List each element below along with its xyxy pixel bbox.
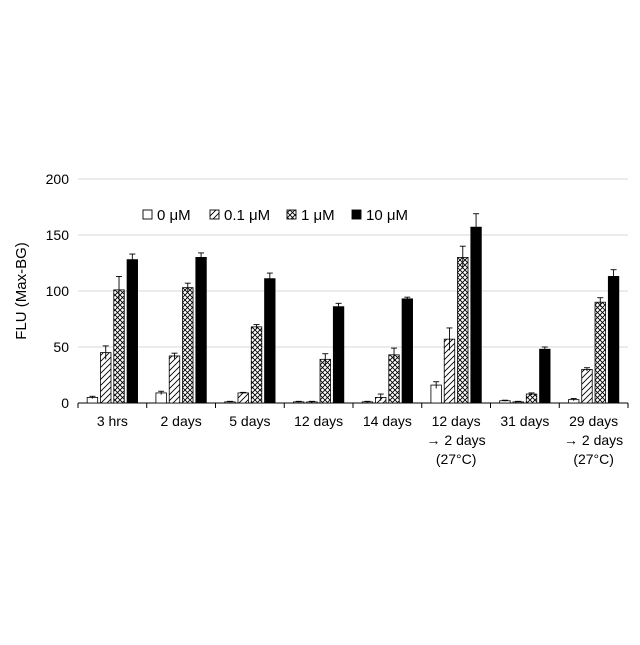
- bar-crosshatch: [458, 257, 469, 403]
- bars: [87, 227, 619, 403]
- bar-solid: [402, 299, 413, 403]
- bar-crosshatch: [389, 355, 400, 403]
- bar-diagonal: [100, 353, 111, 403]
- x-tick-label: 12 days: [432, 413, 481, 429]
- bar-solid: [540, 349, 551, 403]
- bar-diagonal: [582, 369, 593, 403]
- bar-solid: [333, 307, 344, 403]
- x-tick-label: 5 days: [229, 413, 270, 429]
- legend-swatch: [143, 210, 152, 219]
- x-tick-label: 2 days: [161, 413, 202, 429]
- bar-diagonal: [238, 393, 249, 403]
- bar-crosshatch: [320, 359, 331, 403]
- legend-label: 0.1 μM: [224, 207, 270, 224]
- bar-solid: [608, 276, 619, 403]
- legend: 0 μM 0.1 μM 1 μM 10 μM: [143, 207, 408, 224]
- gridlines: [78, 179, 628, 347]
- bar-crosshatch: [183, 288, 194, 403]
- legend-label: 0 μM: [157, 207, 191, 224]
- x-tick-label: → 2 days: [427, 432, 486, 448]
- y-tick-label: 0: [61, 395, 69, 411]
- bar-crosshatch: [114, 290, 125, 403]
- x-tick-label: 31 days: [500, 413, 549, 429]
- bar-solid: [196, 257, 207, 403]
- y-tick-label: 100: [46, 283, 70, 299]
- bar-diagonal: [169, 356, 180, 403]
- x-tick-label: → 2 days: [564, 432, 623, 448]
- y-tick-label: 200: [46, 171, 70, 187]
- x-tick-label: (27°C): [573, 451, 614, 467]
- legend-swatch: [352, 210, 361, 219]
- error-bars: [89, 214, 616, 403]
- bar-crosshatch: [526, 394, 537, 403]
- legend-swatch: [210, 210, 219, 219]
- bar-crosshatch: [595, 302, 606, 403]
- legend-label: 1 μM: [301, 207, 335, 224]
- x-tick-label: 29 days: [569, 413, 618, 429]
- y-axis-label: FLU (Max-BG): [13, 242, 30, 340]
- bar-solid: [265, 279, 276, 403]
- x-tick-label: 3 hrs: [97, 413, 128, 429]
- x-tick-label: 14 days: [363, 413, 412, 429]
- bar-solid: [127, 260, 138, 403]
- y-tick-label: 50: [53, 339, 69, 355]
- legend-label: 10 μM: [366, 207, 408, 224]
- x-tick-label: 12 days: [294, 413, 343, 429]
- legend-swatch: [287, 210, 296, 219]
- y-tick-label: 150: [46, 227, 70, 243]
- bar-crosshatch: [251, 327, 262, 403]
- x-tick-label: (27°C): [436, 451, 477, 467]
- bar-solid: [471, 227, 482, 403]
